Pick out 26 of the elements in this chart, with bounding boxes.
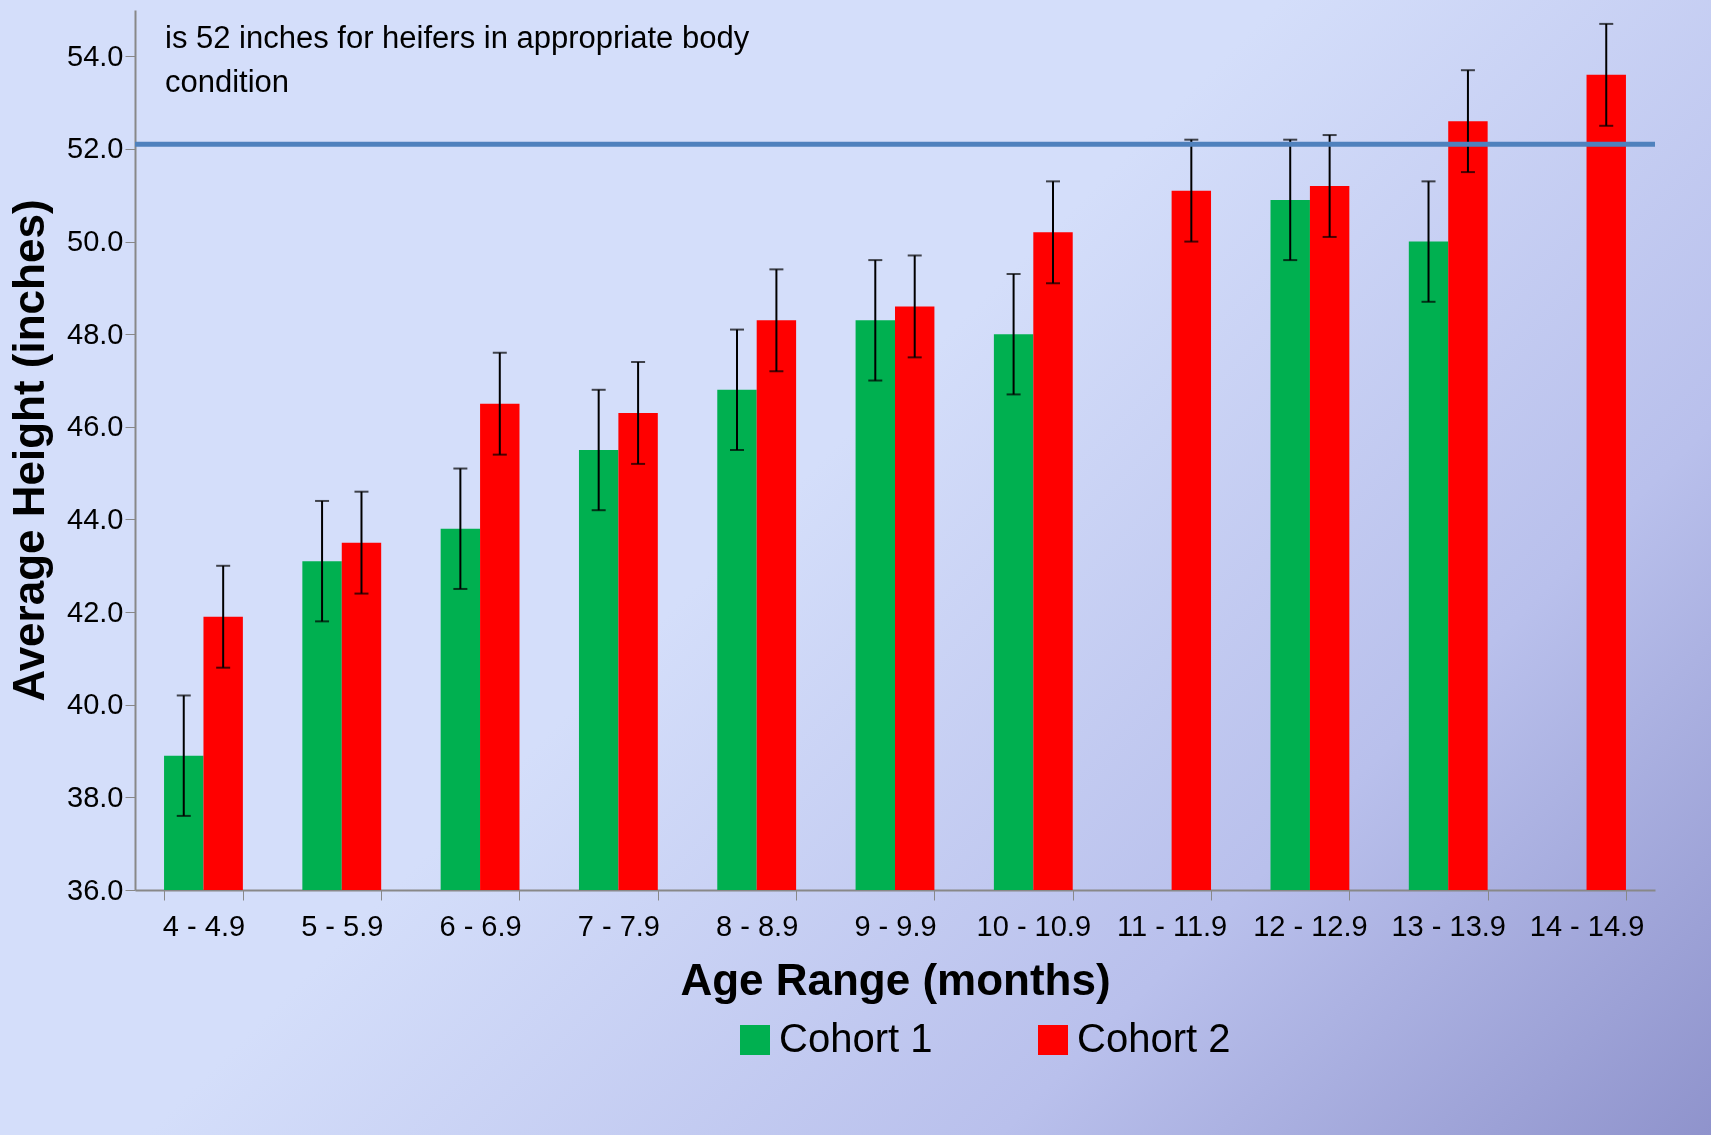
y-tick-label: 44.0 <box>67 502 124 535</box>
x-axis-title: Age Range (months) <box>680 954 1111 1004</box>
x-tick-label: 6 - 6.9 <box>439 909 522 942</box>
y-tick-label: 38.0 <box>67 780 124 813</box>
y-tick-label: 54.0 <box>67 39 124 72</box>
annotation: is 52 inches for heifers in appropriate body condition <box>165 20 750 99</box>
y-tick-label: 46.0 <box>67 410 124 443</box>
y-tick-label: 36.0 <box>67 873 124 906</box>
x-tick-label: 12 - 12.9 <box>1253 909 1368 942</box>
y-axis-title: Average Height (inches) <box>4 199 54 702</box>
x-tick-label: 9 - 9.9 <box>854 909 937 942</box>
x-tick-label: 14 - 14.9 <box>1529 909 1645 942</box>
x-tick-label: 8 - 8.9 <box>716 909 799 942</box>
x-tick-label: 7 - 7.9 <box>577 909 660 942</box>
x-tick-label: 4 - 4.9 <box>162 909 246 942</box>
y-tick-label: 48.0 <box>67 317 124 350</box>
legend-label: Cohort 2 <box>1077 1016 1231 1060</box>
y-tick-label: 52.0 <box>67 132 124 165</box>
x-tick-label: 10 - 10.9 <box>976 909 1092 942</box>
y-tick-label: 42.0 <box>67 595 124 628</box>
y-tick-label: 50.0 <box>67 225 124 258</box>
x-tick-label: 13 - 13.9 <box>1391 909 1506 942</box>
x-tick-label: 11 - 11.9 <box>1117 909 1228 942</box>
x-tick-label: 5 - 5.9 <box>301 909 384 942</box>
y-tick-label: 40.0 <box>67 688 124 721</box>
legend-label: Cohort 1 <box>779 1016 933 1060</box>
